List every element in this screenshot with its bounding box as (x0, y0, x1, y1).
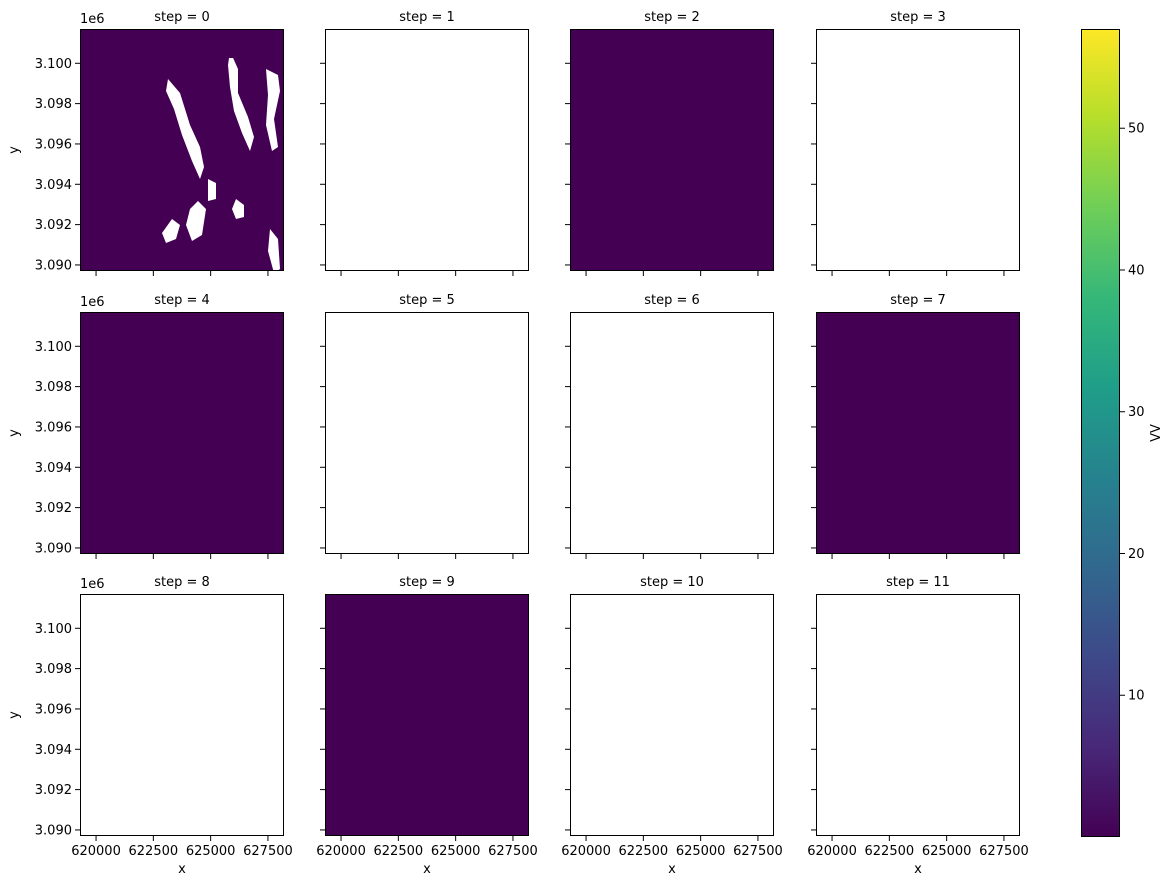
x-tick-label: 625000 (186, 844, 236, 859)
panel-2: step = 2 (565, 10, 774, 276)
panel-0: step = 0 3.090 3.092 3.094 3.096 3.098 3.100 1e… (7, 10, 284, 276)
axes-frame (80, 29, 284, 271)
panel-title: step = 1 (399, 10, 455, 25)
y-tick-label: 3.090 (35, 823, 72, 838)
x-axis-label: x (914, 862, 922, 877)
raster-image (80, 29, 284, 271)
axes-frame (570, 29, 774, 271)
x-axis-label: x (668, 862, 676, 877)
colorbar-tick-label: 10 (1128, 689, 1145, 704)
panel-title: step = 10 (640, 575, 704, 590)
y-tick-label: 3.096 (35, 420, 72, 435)
x-tick-label: 625000 (676, 844, 726, 859)
colorbar-tick-label: 20 (1128, 547, 1145, 562)
axes-frame (816, 29, 1020, 271)
panel-7: step = 7 (811, 293, 1020, 559)
panel-9: step = 9 620000 622500 625000 627500 x (316, 575, 538, 877)
x-tick-label: 622500 (374, 844, 424, 859)
x-tick-label: 620000 (807, 844, 857, 859)
y-tick-label: 3.100 (35, 57, 72, 72)
raster-image (80, 312, 284, 554)
panel-title: step = 7 (890, 293, 946, 308)
axes-frame (325, 594, 529, 836)
panel-10: step = 10 620000 622500 625000 627500 x (561, 575, 783, 877)
y-axis-label: y (7, 429, 22, 437)
panel-title: step = 0 (154, 10, 210, 25)
colorbar-tick-label: 40 (1128, 263, 1145, 278)
x-tick-label: 620000 (561, 844, 611, 859)
panel-1: step = 1 (320, 10, 529, 276)
y-axis-label: y (7, 146, 22, 154)
axes-frame (325, 29, 529, 271)
y-axis-label: y (7, 711, 22, 719)
x-tick-label: 625000 (922, 844, 972, 859)
panel-5: step = 5 (320, 293, 529, 559)
y-tick-label: 3.098 (35, 380, 72, 395)
axes-frame (80, 312, 284, 554)
y-tick-label: 3.098 (35, 97, 72, 112)
x-tick-label: 627500 (979, 844, 1029, 859)
axes-frame (570, 312, 774, 554)
x-tick-label: 622500 (865, 844, 915, 859)
y-tick-label: 3.090 (35, 541, 72, 556)
x-tick-label: 627500 (243, 844, 293, 859)
panel-8: step = 8 3.090 3.092 3.094 3.096 3.098 3.100 62… (7, 575, 293, 877)
y-tick-label: 3.096 (35, 702, 72, 717)
panel-title: step = 5 (399, 293, 455, 308)
y-tick-label: 3.094 (35, 178, 72, 193)
panel-4: step = 4 3.090 3.092 3.094 3.096 3.098 3.100 1e… (7, 293, 284, 559)
colorbar-label: VV (1149, 424, 1164, 442)
y-tick-label: 3.092 (35, 501, 72, 516)
x-tick-label: 620000 (316, 844, 366, 859)
colorbar-tick-label: 50 (1128, 122, 1145, 137)
panel-title: step = 3 (890, 10, 946, 25)
axes-frame (325, 312, 529, 554)
y-offset-label: 1e6 (80, 295, 105, 310)
raster-image (325, 594, 529, 836)
colorbar-tick-label: 30 (1128, 405, 1145, 420)
y-offset-label: 1e6 (80, 12, 105, 27)
y-tick-label: 3.100 (35, 622, 72, 637)
x-tick-label: 625000 (431, 844, 481, 859)
x-tick-label: 622500 (619, 844, 669, 859)
x-tick-label: 627500 (733, 844, 783, 859)
raster-image (816, 312, 1020, 554)
y-tick-label: 3.094 (35, 461, 72, 476)
y-tick-label: 3.092 (35, 218, 72, 233)
y-tick-label: 3.100 (35, 340, 72, 355)
colorbar-frame (1081, 29, 1120, 837)
panel-title: step = 2 (644, 10, 700, 25)
y-tick-label: 3.094 (35, 743, 72, 758)
panel-3: step = 3 (811, 10, 1020, 276)
y-tick-label: 3.090 (35, 258, 72, 273)
axes-frame (570, 594, 774, 836)
y-tick-label: 3.096 (35, 137, 72, 152)
axes-frame (80, 594, 284, 836)
x-tick-label: 620000 (71, 844, 121, 859)
y-offset-label: 1e6 (80, 577, 105, 592)
panel-title: step = 9 (399, 575, 455, 590)
axes-frame (816, 594, 1020, 836)
y-tick-label: 3.092 (35, 783, 72, 798)
x-tick-label: 622500 (129, 844, 179, 859)
colorbar-gradient (1081, 29, 1120, 837)
x-axis-label: x (178, 862, 186, 877)
raster-image (570, 29, 774, 271)
panel-6: step = 6 (565, 293, 774, 559)
y-tick-label: 3.098 (35, 662, 72, 677)
panel-title: step = 11 (886, 575, 950, 590)
x-axis-label: x (423, 862, 431, 877)
panel-title: step = 4 (154, 293, 210, 308)
axes-frame (816, 312, 1020, 554)
x-tick-label: 627500 (488, 844, 538, 859)
panel-11: step = 11 620000 622500 625000 627500 x (807, 575, 1029, 877)
panel-title: step = 6 (644, 293, 700, 308)
panel-title: step = 8 (154, 575, 210, 590)
